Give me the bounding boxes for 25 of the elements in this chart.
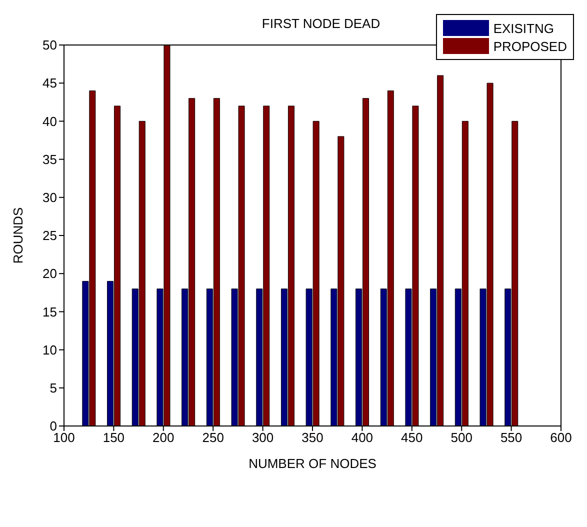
x-tick-label: 250 xyxy=(202,430,224,446)
x-tick-label: 450 xyxy=(401,430,423,446)
legend-label: PROPOSED xyxy=(493,38,567,54)
x-tick-label: 550 xyxy=(500,430,522,446)
x-tick-label: 200 xyxy=(152,430,174,446)
chart-title: FIRST NODE DEAD xyxy=(262,16,380,31)
y-tick-label: 40 xyxy=(42,114,57,129)
y-tick-label: 20 xyxy=(42,266,57,282)
y-tick-label: 10 xyxy=(42,342,57,358)
y-tick-label: 35 xyxy=(42,152,57,167)
y-tick-label: 30 xyxy=(42,190,57,206)
x-tick-label: 300 xyxy=(252,430,274,446)
y-tick-label: 15 xyxy=(42,304,57,320)
x-tick-label: 350 xyxy=(302,430,324,446)
x-tick-label: 400 xyxy=(351,430,374,446)
x-tick-label: 600 xyxy=(550,430,572,446)
y-axis-title: ROUNDS xyxy=(10,207,26,264)
x-tick-label: 500 xyxy=(450,430,472,446)
y-tick-label: 45 xyxy=(42,76,57,91)
x-tick-label: 150 xyxy=(102,430,125,446)
y-tick-label: 50 xyxy=(42,38,57,53)
y-tick-label: 25 xyxy=(42,228,57,244)
legend-label: EXISITNG xyxy=(493,20,554,36)
y-tick-label: 5 xyxy=(50,380,57,396)
x-axis-title: NUMBER OF NODES xyxy=(248,456,377,471)
